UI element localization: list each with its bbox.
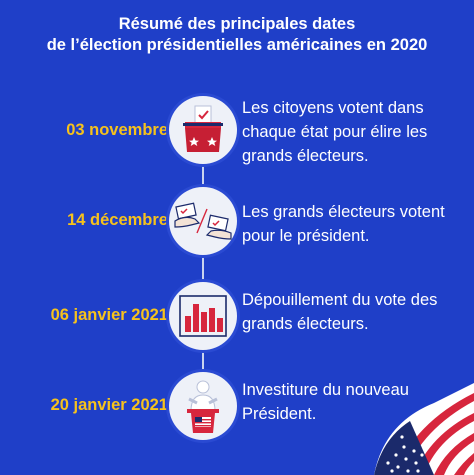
step-2-description: Les grands électeurs votent pour le prés… — [242, 203, 445, 245]
step-1-circle — [169, 96, 237, 164]
step-4-description: Investiture du nouveau Président. — [242, 381, 409, 423]
vote-hands-icon — [174, 202, 232, 240]
us-flag-icon — [374, 383, 474, 475]
step-2-date: 14 décembre — [67, 211, 168, 229]
step-4-circle — [169, 372, 237, 440]
step-2-circle — [169, 187, 237, 255]
page-title: Résumé des principales dates de l’électi… — [0, 14, 474, 56]
president-podium-icon — [187, 380, 219, 433]
step-1-date: 03 novembre — [66, 121, 168, 139]
step-3-description: Dépouillement du vote des grands électeu… — [242, 291, 438, 333]
step-4-date: 20 janvier 2021 — [50, 396, 168, 414]
bar-chart-icon — [179, 295, 227, 337]
step-1-description: Les citoyens votent dans chaque état pou… — [242, 99, 428, 165]
step-3-circle — [169, 282, 237, 350]
title-line-1: Résumé des principales dates — [118, 15, 356, 33]
timeline-line — [202, 120, 204, 410]
step-3-date: 06 janvier 2021 — [50, 306, 168, 324]
ballot-box-icon — [183, 105, 223, 152]
title-line-2: de l’élection présidentielles américaine… — [46, 36, 428, 54]
